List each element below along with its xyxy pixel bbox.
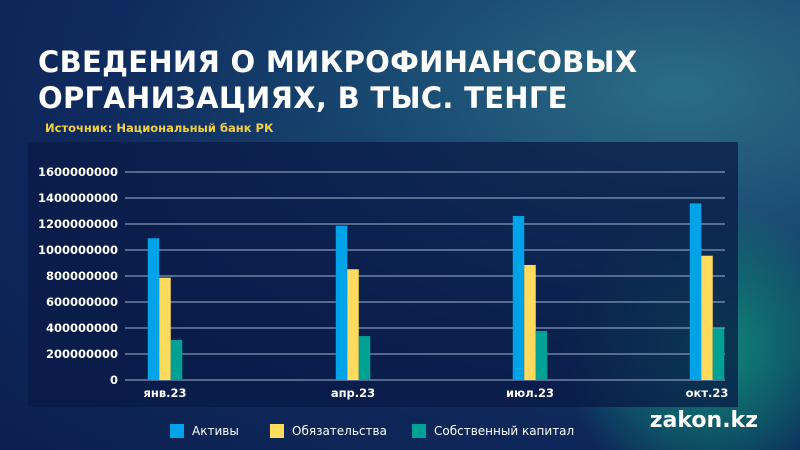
y-tick-label: 400000000 bbox=[46, 321, 118, 335]
legend-item-liabilities: Обязательства bbox=[270, 424, 387, 438]
legend-label: Активы bbox=[192, 424, 239, 438]
bar-1-3 bbox=[701, 255, 713, 380]
bar-0-1 bbox=[335, 225, 348, 380]
bar-2-0 bbox=[170, 339, 183, 380]
legend-item-assets: Активы bbox=[170, 424, 239, 438]
legend-item-equity: Собственный капитал bbox=[412, 424, 574, 438]
chart-panel bbox=[28, 142, 738, 407]
y-tick-label: 1200000000 bbox=[38, 217, 118, 231]
bar-1-0 bbox=[159, 277, 171, 380]
bar-2-3 bbox=[712, 328, 725, 380]
title-line-2: ОРГАНИЗАЦИЯХ, В ТЫС. ТЕНГЕ bbox=[38, 81, 568, 115]
x-tick-label: окт.23 bbox=[686, 386, 729, 400]
bar-0-0 bbox=[147, 238, 160, 380]
bar-1-1 bbox=[347, 269, 359, 380]
bar-2-1 bbox=[358, 336, 371, 380]
legend-label: Собственный капитал bbox=[434, 424, 575, 438]
legend-swatch bbox=[412, 424, 426, 438]
y-tick-label: 800000000 bbox=[46, 269, 118, 283]
source-note: Источник: Национальный банк РК bbox=[45, 121, 274, 135]
y-tick-label: 600000000 bbox=[46, 295, 118, 309]
y-tick-label: 1400000000 bbox=[38, 191, 118, 205]
zakon-logo: zakon.kz bbox=[649, 408, 758, 433]
y-tick-label: 1000000000 bbox=[38, 243, 118, 257]
y-tick-label: 200000000 bbox=[46, 347, 118, 361]
title-line-1: СВЕДЕНИЯ О МИКРОФИНАНСОВЫХ bbox=[38, 45, 638, 79]
x-tick-label: июл.23 bbox=[506, 386, 554, 400]
x-tick-label: янв.23 bbox=[144, 386, 187, 400]
bar-0-3 bbox=[689, 203, 702, 380]
x-tick-label: апр.23 bbox=[331, 386, 375, 400]
bar-1-2 bbox=[524, 264, 536, 380]
page-title: СВЕДЕНИЯ О МИКРОФИНАНСОВЫХ ОРГАНИЗАЦИЯХ,… bbox=[38, 44, 638, 116]
bar-2-2 bbox=[535, 330, 548, 380]
legend-label: Обязательства bbox=[292, 424, 387, 438]
legend-swatch bbox=[270, 424, 284, 438]
y-tick-label: 1600000000 bbox=[38, 165, 118, 179]
y-tick-label: 0 bbox=[110, 373, 118, 387]
legend-swatch bbox=[170, 424, 184, 438]
bar-0-2 bbox=[512, 215, 525, 380]
